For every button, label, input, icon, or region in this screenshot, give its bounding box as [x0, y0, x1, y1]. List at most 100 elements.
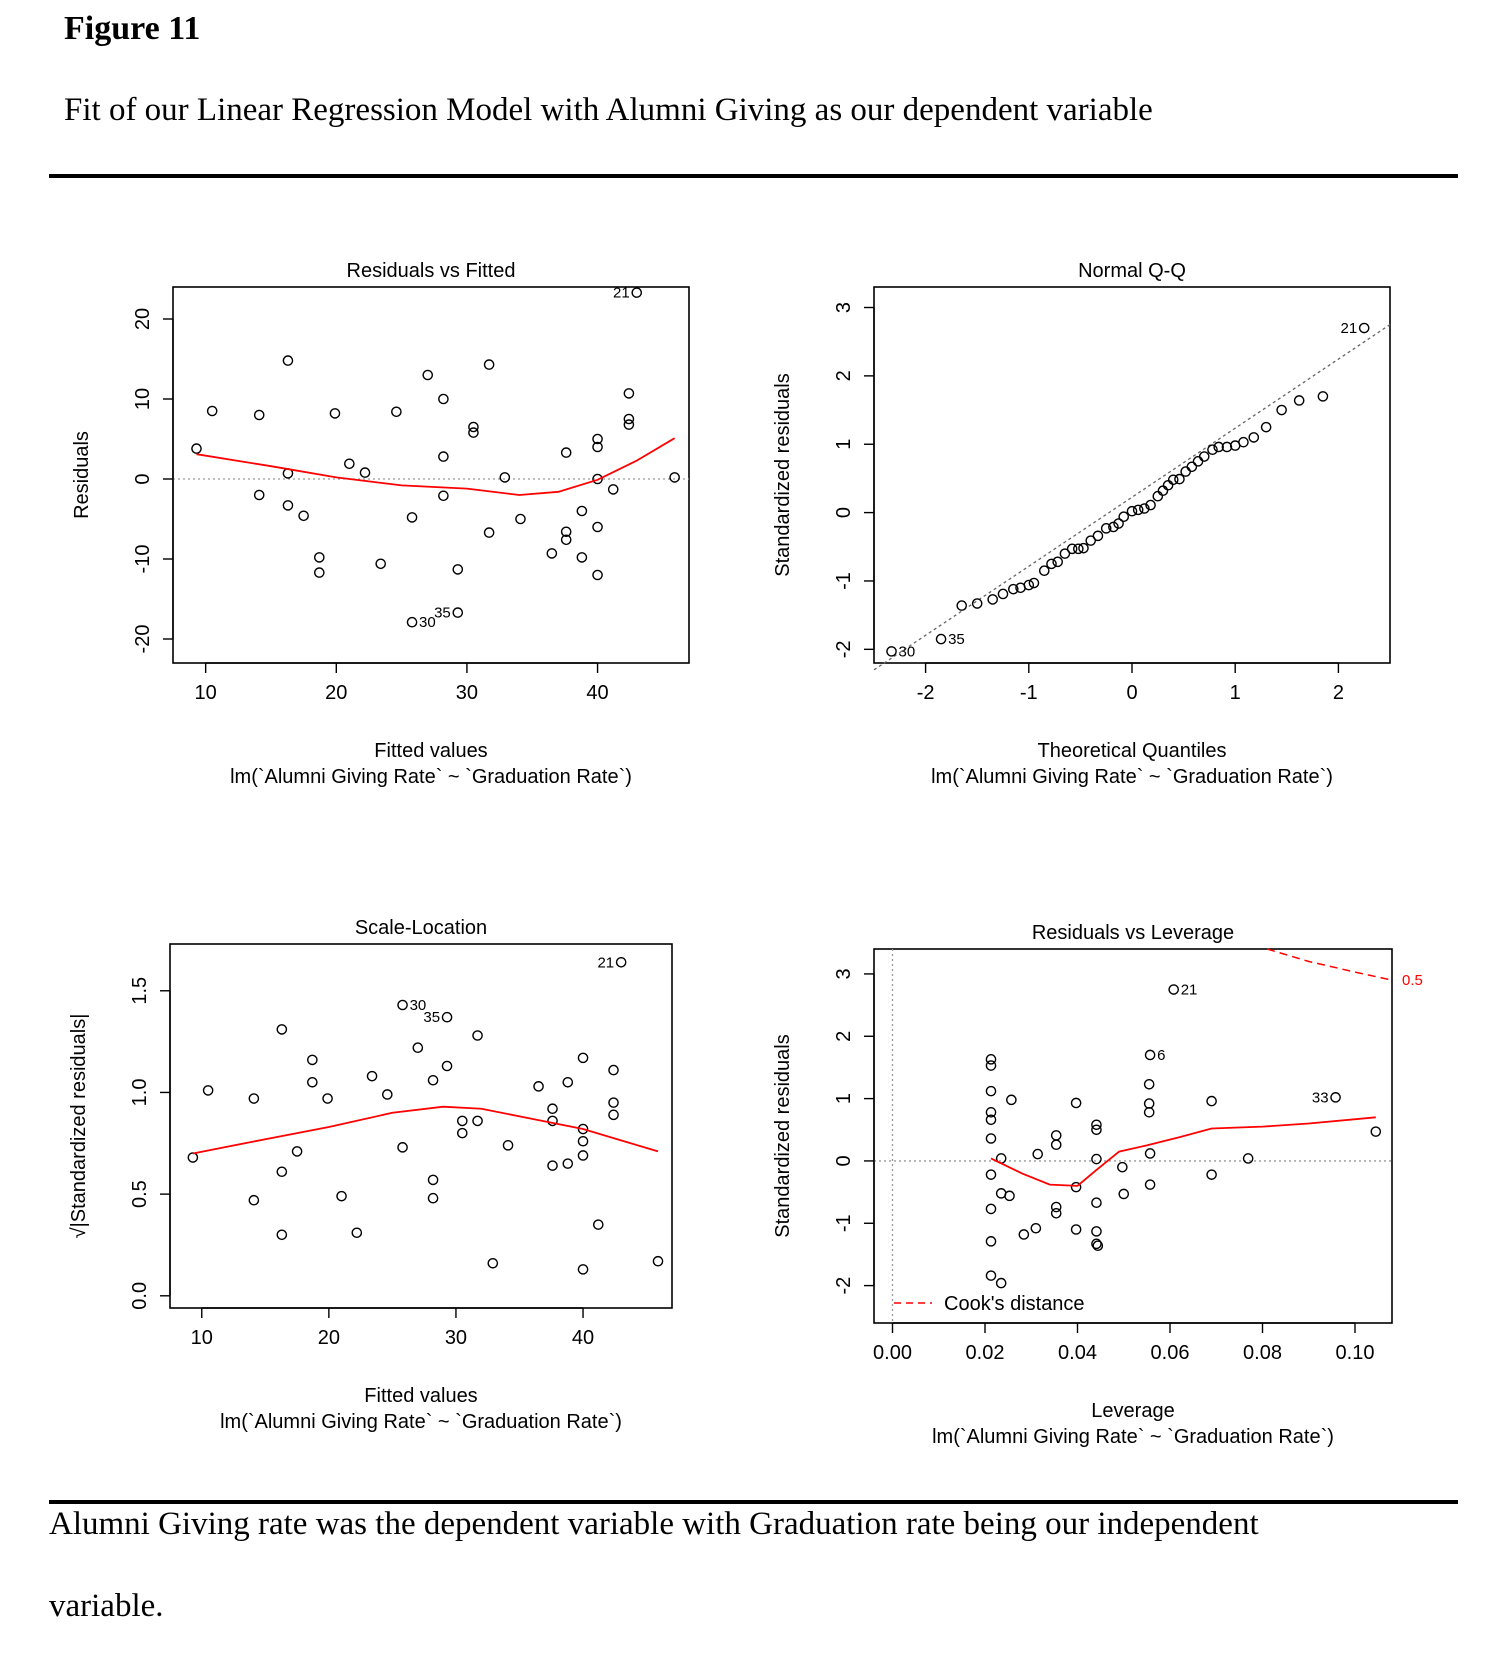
data-point: [576, 505, 588, 517]
data-point: [322, 1093, 333, 1104]
point-label: 21: [597, 954, 614, 971]
y-tick-label: 0: [132, 473, 154, 484]
data-point: [468, 427, 479, 438]
data-point: [1117, 1161, 1128, 1173]
data-point: [533, 1081, 544, 1092]
data-point: [1143, 1078, 1155, 1090]
labeled-point: [397, 999, 408, 1011]
data-point: [1050, 1130, 1062, 1141]
data-point: [985, 1114, 997, 1126]
data-point: [483, 359, 495, 370]
y-tick-label: -10: [132, 545, 154, 574]
data-point: [1018, 1229, 1030, 1240]
data-point: [985, 1169, 997, 1180]
data-point: [1118, 1188, 1130, 1200]
data-point: [1143, 1107, 1155, 1118]
data-point: [997, 588, 1009, 600]
data-point: [1144, 1179, 1156, 1190]
data-point: [1092, 530, 1104, 542]
x-axis-title: Fitted values: [364, 1385, 477, 1407]
x-axis-title: Leverage: [1091, 1400, 1174, 1422]
data-point: [1206, 1095, 1217, 1107]
data-point: [438, 451, 449, 462]
data-point: [1180, 466, 1191, 477]
data-point: [1132, 504, 1144, 516]
data-point: [457, 1127, 468, 1139]
data-point: [1023, 579, 1035, 591]
x-tick-label: 0.08: [1243, 1342, 1282, 1364]
figure-note-line1: Alumni Giving rate was the dependent var…: [49, 1506, 1259, 1542]
legend-label: Cook's distance: [944, 1293, 1085, 1315]
data-point: [499, 472, 511, 483]
data-point: [1145, 499, 1156, 511]
data-point: [1221, 441, 1233, 453]
model-formula: lm(`Alumni Giving Rate` ~ `Graduation Ra…: [931, 766, 1333, 788]
data-point: [382, 1089, 393, 1100]
x-tick-label: -2: [917, 682, 935, 704]
data-point: [314, 567, 325, 578]
data-point: [472, 1030, 483, 1041]
data-point: [1070, 1097, 1082, 1109]
y-axis-title: Standardized residuals: [772, 1034, 794, 1237]
data-point: [1206, 1169, 1217, 1180]
point-label: 35: [434, 605, 451, 622]
plot-frame: [873, 286, 1391, 664]
data-point: [1370, 1126, 1382, 1137]
data-point: [1100, 523, 1112, 534]
data-point: [1050, 1207, 1062, 1219]
data-point: [971, 598, 983, 609]
cooks-distance-curve: [1266, 948, 1393, 981]
data-point: [576, 552, 588, 563]
data-point: [1276, 404, 1287, 416]
model-formula: lm(`Alumni Giving Rate` ~ `Graduation Ra…: [932, 1426, 1334, 1448]
data-point: [487, 1257, 499, 1269]
labeled-point: [1144, 1049, 1156, 1061]
data-point: [452, 564, 464, 575]
data-point: [276, 1229, 288, 1241]
data-point: [985, 1054, 997, 1065]
data-point: [1085, 535, 1097, 546]
x-tick-label: 30: [456, 682, 478, 704]
data-point: [985, 1270, 997, 1281]
labeled-point: [1168, 984, 1179, 995]
data-point: [1238, 436, 1249, 448]
data-point: [441, 1060, 453, 1072]
data-point: [995, 1277, 1007, 1289]
smoother-line: [990, 1116, 1376, 1187]
data-point: [1091, 1119, 1102, 1131]
model-formula: lm(`Alumni Giving Rate` ~ `Graduation Ra…: [230, 766, 632, 788]
x-tick-label: 0.10: [1336, 1342, 1375, 1364]
qq-reference-line: [873, 324, 1391, 671]
x-tick-label: 0.00: [873, 1342, 912, 1364]
data-point: [1198, 451, 1210, 462]
data-point: [468, 421, 479, 433]
data-point: [1030, 1222, 1042, 1234]
top-rule: [49, 174, 1458, 178]
data-point: [577, 1123, 589, 1135]
data-point: [515, 513, 526, 525]
data-point: [1144, 1148, 1156, 1159]
x-tick-label: 1: [1230, 682, 1241, 704]
point-label: 21: [1181, 982, 1198, 999]
data-point: [1008, 583, 1019, 595]
point-label: 21: [613, 285, 630, 302]
point-label: 30: [419, 614, 436, 631]
labeled-point: [935, 633, 947, 645]
data-point: [1157, 485, 1169, 497]
data-point: [1317, 391, 1329, 402]
data-point: [652, 1255, 664, 1267]
data-point: [562, 1076, 574, 1088]
x-tick-label: 0: [1126, 682, 1137, 704]
y-tick-label: 10: [132, 388, 154, 410]
labeled-point: [406, 616, 418, 628]
data-point: [577, 1150, 589, 1161]
data-point: [307, 1054, 318, 1066]
data-point: [1092, 1240, 1104, 1252]
y-tick-label: -1: [833, 572, 855, 590]
data-point: [1091, 1124, 1102, 1136]
data-point: [1050, 1139, 1062, 1151]
data-point: [206, 405, 218, 417]
figure-caption: Fit of our Linear Regression Model with …: [64, 92, 1153, 128]
